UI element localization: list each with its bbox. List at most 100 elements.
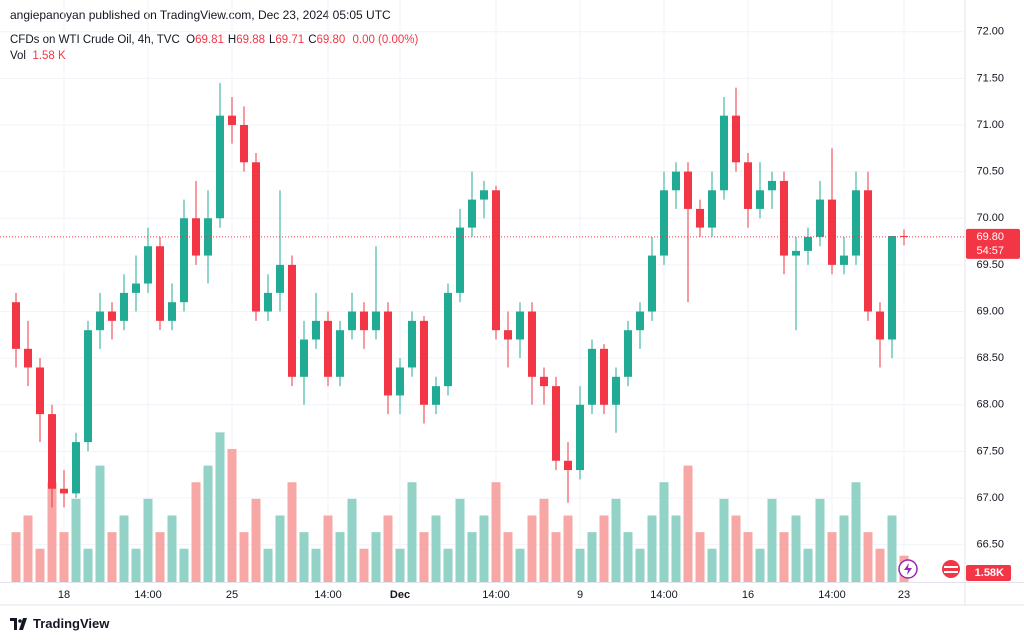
volume-bar xyxy=(95,465,105,582)
candle-body xyxy=(216,115,224,219)
y-tick-label: 72.00 xyxy=(976,26,1004,38)
candle-body xyxy=(324,320,332,377)
candle-body xyxy=(864,190,872,312)
volume-bar xyxy=(419,532,429,582)
volume-bar xyxy=(467,532,477,582)
candle-body xyxy=(408,320,416,368)
candle-body xyxy=(312,320,320,340)
candle-body xyxy=(540,376,548,387)
volume-bar xyxy=(275,515,285,582)
candle-body xyxy=(612,376,620,405)
candle-body xyxy=(684,171,692,209)
candle-body xyxy=(348,311,356,331)
volume-bar xyxy=(683,465,693,582)
candle-body xyxy=(60,488,68,494)
y-tick-label: 69.50 xyxy=(976,259,1004,271)
volume-bar xyxy=(11,532,21,582)
candle-body xyxy=(768,180,776,191)
candle-body xyxy=(588,348,596,405)
volume-bar xyxy=(335,532,345,582)
candle-body xyxy=(36,367,44,415)
volume-bar xyxy=(791,515,801,582)
volume-bar xyxy=(803,548,813,582)
volume-bar xyxy=(587,532,597,582)
volume-bar xyxy=(863,532,873,582)
candle-body xyxy=(636,311,644,331)
candle-body xyxy=(84,330,92,443)
y-tick-label: 68.00 xyxy=(976,399,1004,411)
volume-bar xyxy=(203,465,213,582)
flag-stripe xyxy=(944,566,958,568)
x-tick-label: 14:00 xyxy=(314,589,342,601)
volume-bar xyxy=(299,532,309,582)
countdown-label: 54:57 xyxy=(976,245,1004,257)
volume-bar xyxy=(407,482,417,582)
volume-title: Vol xyxy=(10,50,26,62)
volume-bar xyxy=(491,482,501,582)
volume-bar xyxy=(755,548,765,582)
candle-body xyxy=(852,190,860,256)
volume-bar xyxy=(359,548,369,582)
x-tick-label: 23 xyxy=(898,589,910,601)
candle-body xyxy=(288,264,296,377)
candle-body xyxy=(780,180,788,256)
y-tick-label: 66.50 xyxy=(976,539,1004,551)
candle-body xyxy=(420,320,428,405)
candle-body xyxy=(660,190,668,256)
candle-body xyxy=(24,348,32,368)
volume-bar xyxy=(539,498,549,582)
candle-body xyxy=(384,311,392,396)
volume-bar xyxy=(371,532,381,582)
brand: TradingView xyxy=(33,616,110,631)
volume-bar xyxy=(875,548,885,582)
candle-body xyxy=(228,115,236,125)
candle-body xyxy=(444,292,452,387)
candle-body xyxy=(792,250,800,256)
candle-body xyxy=(744,162,752,209)
last-price-label: 69.80 xyxy=(976,231,1004,243)
x-tick-label: 14:00 xyxy=(818,589,846,601)
candle-body xyxy=(360,311,368,331)
candle-body xyxy=(804,236,812,251)
x-tick-label: 18 xyxy=(58,589,70,601)
volume-bar xyxy=(215,432,225,582)
volume-bar xyxy=(551,532,561,582)
volume-bar xyxy=(107,532,117,582)
candle-body xyxy=(600,348,608,405)
candle-body xyxy=(720,115,728,191)
volume-bar xyxy=(743,532,753,582)
candle-body xyxy=(396,367,404,396)
x-tick-label: 25 xyxy=(226,589,238,601)
volume-bar xyxy=(179,548,189,582)
volume-bar xyxy=(887,515,897,582)
candle-body xyxy=(132,283,140,293)
volume-bar xyxy=(479,515,489,582)
volume-bar xyxy=(851,482,861,582)
volume-axis-label: 1.58K xyxy=(975,567,1004,579)
y-tick-label: 71.00 xyxy=(976,119,1004,131)
volume-bar xyxy=(815,498,825,582)
volume-bar xyxy=(131,548,141,582)
legend-line: CFDs on WTI Crude Oil, 4h, TVC O69.81 H69… xyxy=(10,34,418,46)
last-price-box xyxy=(966,228,1020,259)
candle-body xyxy=(468,199,476,228)
x-tick-label: 14:00 xyxy=(134,589,162,601)
volume-bar xyxy=(707,548,717,582)
candle-body xyxy=(888,235,896,340)
candle-body xyxy=(732,115,740,163)
flag-icon xyxy=(942,560,960,578)
volume-bar xyxy=(731,515,741,582)
candle-body xyxy=(12,302,20,349)
candle-body xyxy=(816,199,824,237)
y-tick-label: 70.50 xyxy=(976,166,1004,178)
candle-body xyxy=(300,339,308,377)
symbol: CFDs on WTI Crude Oil, 4h, TVC xyxy=(10,34,180,46)
volume-line: Vol 1.58 K xyxy=(10,50,66,62)
footer: TradingView xyxy=(10,616,109,631)
candle-body xyxy=(828,199,836,265)
y-tick-label: 71.50 xyxy=(976,72,1004,84)
y-tick-label: 67.00 xyxy=(976,492,1004,504)
